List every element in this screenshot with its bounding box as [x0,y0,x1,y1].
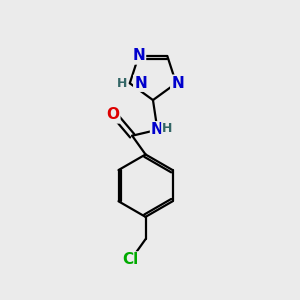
Text: N: N [134,76,147,91]
Text: H: H [117,77,128,90]
Text: N: N [171,76,184,91]
Text: N: N [151,122,164,137]
Text: H: H [162,122,172,135]
Text: O: O [106,107,119,122]
Text: N: N [132,49,145,64]
Text: Cl: Cl [123,253,139,268]
